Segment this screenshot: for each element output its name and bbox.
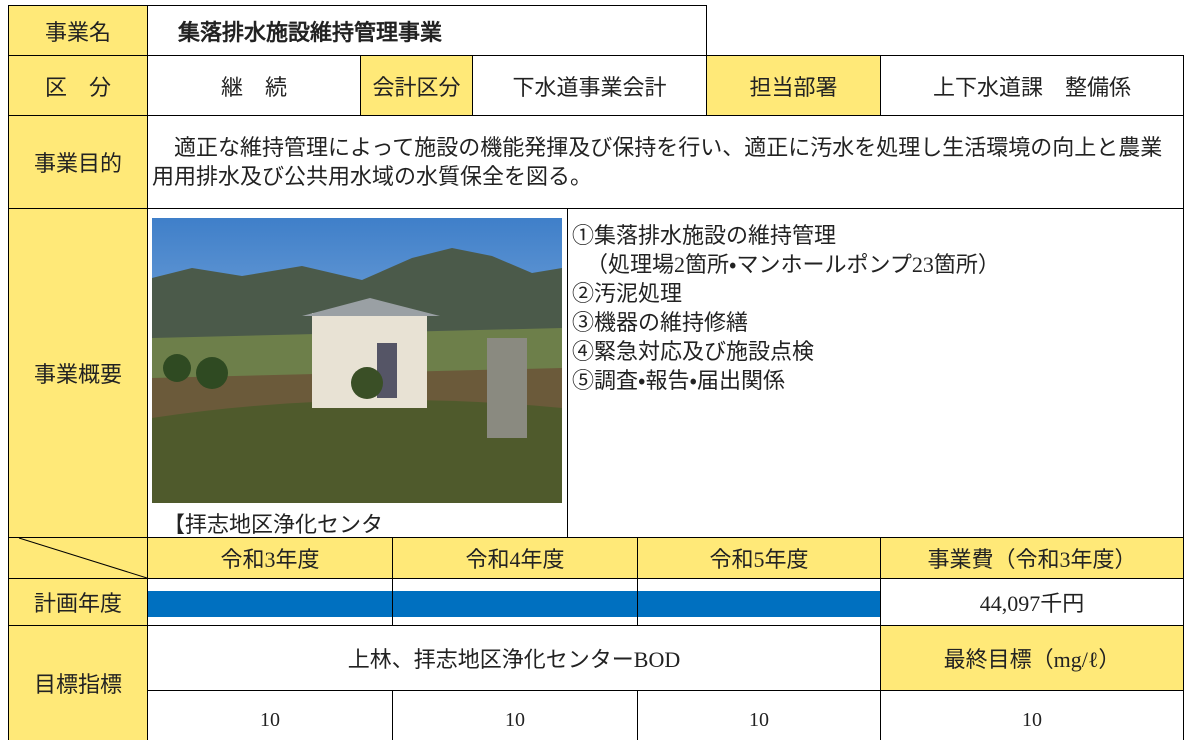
label: 区 分 [8, 55, 148, 116]
plan-bar [393, 591, 637, 617]
target-value: 10 [147, 690, 393, 740]
photo-cell: 【拝志地区浄化センター】 [147, 208, 568, 569]
plan-bar [148, 591, 392, 617]
overview-list: ①集落排水施設の維持管理 （処理場2箇所・マンホールポンプ23箇所） ②汚泥処理 ③機… [567, 208, 1184, 538]
indicator-name: 上林、拝志地区浄化センターBOD [147, 625, 881, 691]
plan-bar [638, 591, 880, 617]
cost: 44,097千円 [880, 578, 1184, 626]
overview-item: ③機器の維持修繕 [572, 310, 749, 335]
overview-item: ⑤調査・報告・届出関係 [572, 368, 785, 393]
value: 上下水道課 整備係 [880, 55, 1184, 116]
overview-item: ①集落排水施設の維持管理 [572, 223, 837, 248]
target-value: 10 [392, 690, 638, 740]
corner [8, 537, 148, 579]
target-value: 10 [637, 690, 881, 740]
overview-item: ②汚泥処理 [572, 281, 683, 306]
year: 令和4年度 [392, 537, 638, 579]
label: 目標指標 [8, 625, 148, 740]
label: 事業目的 [8, 115, 148, 209]
label: 計画年度 [8, 578, 148, 626]
value: 下水道事業会計 [472, 55, 707, 116]
diagonal [18, 538, 147, 578]
value: 継 続 [147, 55, 361, 116]
year: 令和5年度 [637, 537, 881, 579]
purpose-text: 適正な維持管理によって施設の機能発揮及び保持を行い、適正に汚水を処理し生活環境の… [147, 115, 1184, 209]
label: 最終目標（mg/ℓ） [880, 625, 1184, 691]
label: 会計区分 [360, 55, 473, 116]
overview-item: ④緊急対応及び施設点検 [572, 339, 815, 364]
overview-item: （処理場2箇所・マンホールポンプ23箇所） [586, 252, 1000, 277]
label: 事業概要 [8, 208, 148, 538]
target-value: 10 [880, 690, 1184, 740]
label: 担当部署 [706, 55, 881, 116]
year: 令和3年度 [147, 537, 393, 579]
label: 事業費（令和3年度） [880, 537, 1184, 579]
photo [152, 218, 562, 503]
label: 事業名 [8, 5, 148, 56]
project-name: 集落排水施設維持管理事業 [147, 5, 707, 56]
